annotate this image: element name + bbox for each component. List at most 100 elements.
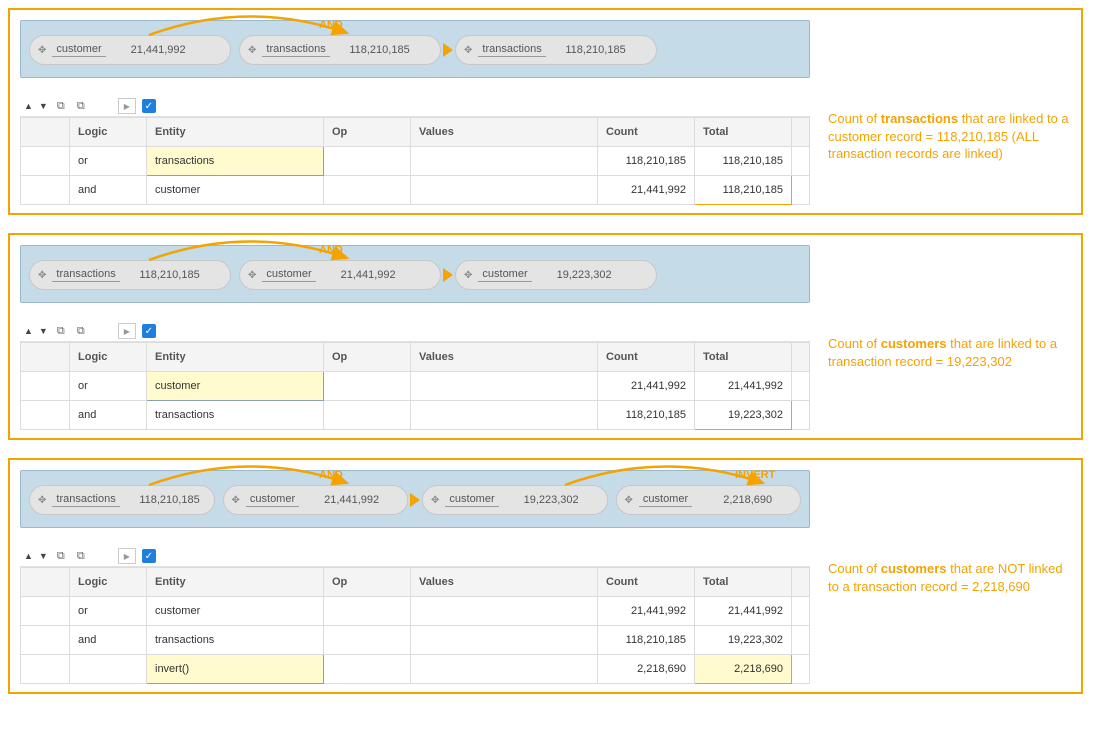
play-button[interactable]: ▶ bbox=[118, 98, 136, 114]
col-logic[interactable]: Logic bbox=[70, 343, 147, 372]
table-toolbar: ▲ ▼ ⧉ ⧉ ▶ ✓ bbox=[20, 321, 810, 342]
arc-op-label: AND bbox=[319, 469, 343, 481]
query-pill[interactable]: ✥ transactions 118,210,185 bbox=[29, 260, 231, 290]
collapse-up-icon[interactable]: ▲ bbox=[24, 101, 33, 111]
query-pill[interactable]: ✥ customer 21,441,992 bbox=[29, 35, 231, 65]
col-logic[interactable]: Logic bbox=[70, 568, 147, 597]
checked-toggle[interactable]: ✓ bbox=[142, 99, 156, 113]
table-toolbar: ▲ ▼ ⧉ ⧉ ▶ ✓ bbox=[20, 546, 810, 567]
col-op[interactable]: Op bbox=[324, 568, 411, 597]
col-count[interactable]: Count bbox=[598, 568, 695, 597]
cell-values bbox=[411, 401, 598, 430]
pill-entity-label: customer bbox=[262, 268, 315, 282]
pill-value: 19,223,302 bbox=[538, 269, 612, 281]
cell-entity[interactable]: transactions bbox=[147, 401, 324, 430]
col-entity[interactable]: Entity bbox=[147, 343, 324, 372]
collapse-down-icon[interactable]: ▼ bbox=[39, 326, 48, 336]
move-icon: ✥ bbox=[431, 495, 439, 506]
query-panel: AND ✥ transactions 118,210,185 ✥ custome… bbox=[8, 233, 1083, 440]
query-table: Logic Entity Op Values Count Total or cu… bbox=[20, 342, 810, 430]
col-count[interactable]: Count bbox=[598, 118, 695, 147]
pill-value: 21,441,992 bbox=[112, 44, 186, 56]
col-entity[interactable]: Entity bbox=[147, 568, 324, 597]
move-icon: ✥ bbox=[232, 495, 240, 506]
pill-value: 118,210,185 bbox=[336, 44, 410, 56]
move-icon: ✥ bbox=[464, 45, 472, 56]
pill-strip: AND INVERT ✥ transactions 118,210,185 ✥ … bbox=[20, 470, 810, 528]
col-values[interactable]: Values bbox=[411, 568, 598, 597]
table-row[interactable]: and transactions 118,210,185 19,223,302 bbox=[21, 401, 810, 430]
col-values[interactable]: Values bbox=[411, 118, 598, 147]
cell-total: 19,223,302 bbox=[695, 401, 792, 430]
collapse-up-icon[interactable]: ▲ bbox=[24, 551, 33, 561]
query-pill[interactable]: ✥ transactions 118,210,185 bbox=[455, 35, 657, 65]
move-icon: ✥ bbox=[248, 45, 256, 56]
table-row[interactable]: or customer 21,441,992 21,441,992 bbox=[21, 372, 810, 401]
move-icon: ✥ bbox=[38, 270, 46, 281]
move-icon: ✥ bbox=[248, 270, 256, 281]
copy-icon[interactable]: ⧉ bbox=[74, 324, 88, 338]
copy-icon[interactable]: ⧉ bbox=[74, 549, 88, 563]
query-pill[interactable]: ✥ customer 19,223,302 bbox=[455, 260, 657, 290]
table-row[interactable]: or transactions 118,210,185 118,210,185 bbox=[21, 147, 810, 176]
checked-toggle[interactable]: ✓ bbox=[142, 549, 156, 563]
col-total[interactable]: Total bbox=[695, 118, 792, 147]
cell-total: 2,218,690 bbox=[695, 655, 792, 684]
col-entity[interactable]: Entity bbox=[147, 118, 324, 147]
cell-logic: or bbox=[70, 372, 147, 401]
pill-value: 21,441,992 bbox=[322, 269, 396, 281]
copy-icon[interactable]: ⧉ bbox=[74, 99, 88, 113]
table-row[interactable]: and transactions 118,210,185 19,223,302 bbox=[21, 626, 810, 655]
pill-strip: AND ✥ customer 21,441,992 ✥ transactions… bbox=[20, 20, 810, 78]
play-button[interactable]: ▶ bbox=[118, 548, 136, 564]
pill-value: 118,210,185 bbox=[126, 269, 200, 281]
cell-entity[interactable]: transactions bbox=[147, 626, 324, 655]
join-arrow-icon bbox=[443, 268, 453, 282]
cell-op bbox=[324, 655, 411, 684]
query-table: Logic Entity Op Values Count Total or tr… bbox=[20, 117, 810, 205]
copy-icon[interactable]: ⧉ bbox=[54, 549, 68, 563]
col-op[interactable]: Op bbox=[324, 118, 411, 147]
col-count[interactable]: Count bbox=[598, 343, 695, 372]
pill-entity-label: customer bbox=[478, 268, 531, 282]
pill-entity-label: customer bbox=[445, 493, 498, 507]
query-pill[interactable]: ✥ customer 21,441,992 bbox=[239, 260, 441, 290]
cell-entity[interactable]: customer bbox=[147, 597, 324, 626]
pill-value: 118,210,185 bbox=[126, 494, 200, 506]
cell-logic bbox=[70, 655, 147, 684]
cell-count: 118,210,185 bbox=[598, 626, 695, 655]
table-row[interactable]: and customer 21,441,992 118,210,185 bbox=[21, 176, 810, 205]
cell-entity[interactable]: invert() bbox=[147, 655, 324, 684]
copy-icon[interactable]: ⧉ bbox=[54, 99, 68, 113]
cell-op bbox=[324, 626, 411, 655]
play-button[interactable]: ▶ bbox=[118, 323, 136, 339]
table-row[interactable]: or customer 21,441,992 21,441,992 bbox=[21, 597, 810, 626]
move-icon: ✥ bbox=[625, 495, 633, 506]
collapse-down-icon[interactable]: ▼ bbox=[39, 551, 48, 561]
query-pill[interactable]: ✥ transactions 118,210,185 bbox=[29, 485, 215, 515]
join-arrow-icon bbox=[410, 493, 420, 507]
checked-toggle[interactable]: ✓ bbox=[142, 324, 156, 338]
annotation-text: Count of customers that are linked to a … bbox=[810, 245, 1071, 370]
copy-icon[interactable]: ⧉ bbox=[54, 324, 68, 338]
col-total[interactable]: Total bbox=[695, 343, 792, 372]
query-table: Logic Entity Op Values Count Total or cu… bbox=[20, 567, 810, 684]
move-icon: ✥ bbox=[38, 495, 46, 506]
col-values[interactable]: Values bbox=[411, 343, 598, 372]
cell-entity[interactable]: customer bbox=[147, 372, 324, 401]
col-logic[interactable]: Logic bbox=[70, 118, 147, 147]
pill-value: 21,441,992 bbox=[305, 494, 379, 506]
table-row[interactable]: invert() 2,218,690 2,218,690 bbox=[21, 655, 810, 684]
cell-entity[interactable]: customer bbox=[147, 176, 324, 205]
query-pill[interactable]: ✥ customer 21,441,992 bbox=[223, 485, 409, 515]
collapse-up-icon[interactable]: ▲ bbox=[24, 326, 33, 336]
cell-values bbox=[411, 597, 598, 626]
col-total[interactable]: Total bbox=[695, 568, 792, 597]
collapse-down-icon[interactable]: ▼ bbox=[39, 101, 48, 111]
col-op[interactable]: Op bbox=[324, 343, 411, 372]
pill-entity-label: customer bbox=[639, 493, 692, 507]
cell-entity[interactable]: transactions bbox=[147, 147, 324, 176]
query-pill[interactable]: ✥ transactions 118,210,185 bbox=[239, 35, 441, 65]
query-pill[interactable]: ✥ customer 19,223,302 bbox=[422, 485, 608, 515]
query-pill[interactable]: ✥ customer 2,218,690 bbox=[616, 485, 802, 515]
